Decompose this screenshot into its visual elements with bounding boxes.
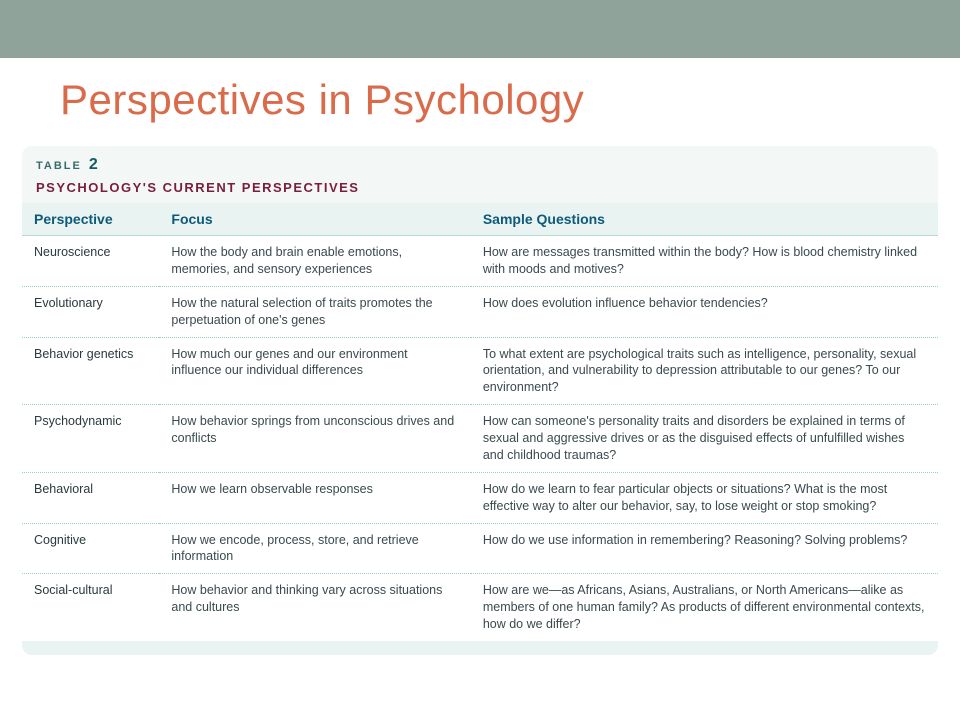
cell-focus: How much our genes and our environment i… — [159, 337, 470, 405]
cell-focus: How we encode, process, store, and retri… — [159, 523, 470, 574]
table-row: Social-cultural How behavior and thinkin… — [22, 574, 938, 641]
table-row: Evolutionary How the natural selection o… — [22, 286, 938, 337]
table-header-row: Perspective Focus Sample Questions — [22, 203, 938, 236]
table-subtitle: PSYCHOLOGY'S CURRENT PERSPECTIVES — [22, 176, 938, 203]
cell-questions: How do we learn to fear particular objec… — [471, 472, 938, 523]
cell-questions: How are messages transmitted within the … — [471, 236, 938, 287]
caption-number: 2 — [89, 156, 98, 173]
perspectives-table: Perspective Focus Sample Questions Neuro… — [22, 203, 938, 641]
cell-focus: How behavior springs from unconscious dr… — [159, 405, 470, 473]
cell-perspective: Evolutionary — [22, 286, 159, 337]
cell-perspective: Cognitive — [22, 523, 159, 574]
cell-questions: To what extent are psychological traits … — [471, 337, 938, 405]
cell-focus: How the body and brain enable emotions, … — [159, 236, 470, 287]
col-header-questions: Sample Questions — [471, 203, 938, 236]
top-accent-band — [0, 0, 960, 58]
table-bottom-pad — [22, 641, 938, 655]
cell-perspective: Social-cultural — [22, 574, 159, 641]
cell-focus: How behavior and thinking vary across si… — [159, 574, 470, 641]
page-title: Perspectives in Psychology — [0, 58, 960, 146]
cell-focus: How we learn observable responses — [159, 472, 470, 523]
col-header-perspective: Perspective — [22, 203, 159, 236]
cell-questions: How can someone's personality traits and… — [471, 405, 938, 473]
table-row: Behavior genetics How much our genes and… — [22, 337, 938, 405]
table-row: Cognitive How we encode, process, store,… — [22, 523, 938, 574]
col-header-focus: Focus — [159, 203, 470, 236]
cell-questions: How do we use information in remembering… — [471, 523, 938, 574]
cell-questions: How are we—as Africans, Asians, Australi… — [471, 574, 938, 641]
table-container: TABLE 2 PSYCHOLOGY'S CURRENT PERSPECTIVE… — [22, 146, 938, 655]
cell-perspective: Behavior genetics — [22, 337, 159, 405]
caption-prefix: TABLE — [36, 160, 82, 172]
cell-perspective: Behavioral — [22, 472, 159, 523]
cell-questions: How does evolution influence behavior te… — [471, 286, 938, 337]
cell-perspective: Psychodynamic — [22, 405, 159, 473]
table-row: Behavioral How we learn observable respo… — [22, 472, 938, 523]
table-caption: TABLE 2 — [22, 146, 938, 176]
table-row: Neuroscience How the body and brain enab… — [22, 236, 938, 287]
cell-focus: How the natural selection of traits prom… — [159, 286, 470, 337]
cell-perspective: Neuroscience — [22, 236, 159, 287]
table-row: Psychodynamic How behavior springs from … — [22, 405, 938, 473]
